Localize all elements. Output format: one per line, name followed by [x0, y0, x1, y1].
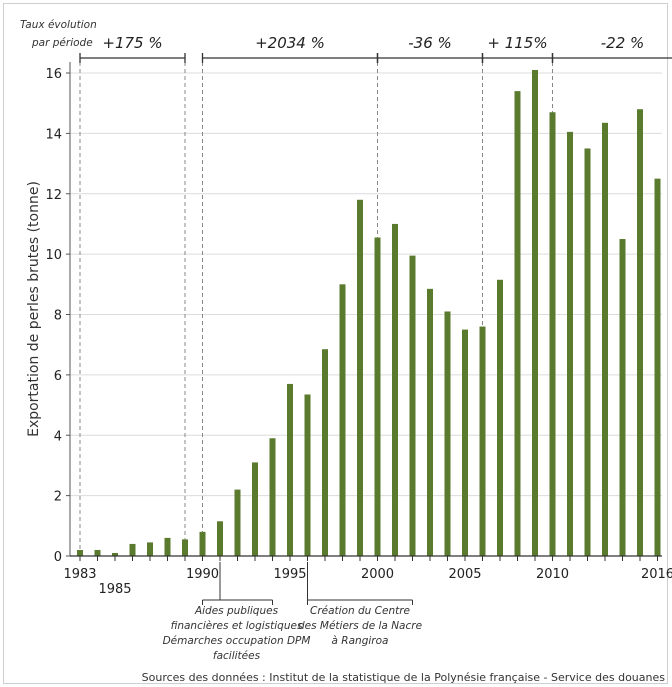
- bar: [182, 539, 188, 556]
- bar: [199, 531, 206, 556]
- bar: [147, 542, 153, 556]
- source-note: Sources des données : Institut de la sta…: [142, 671, 666, 684]
- bar: [532, 69, 538, 556]
- x-tick-label: 2000: [361, 567, 394, 582]
- bar: [427, 288, 433, 556]
- x-tick-labels: 198319851990199520002005201020162018: [63, 556, 672, 597]
- bar: [479, 326, 486, 556]
- x-tick-label: 1985: [98, 582, 131, 597]
- bar: [444, 311, 451, 556]
- annotation-text: des Métiers de la Nacre: [298, 620, 422, 632]
- annotations: Aides publiques financières et logistique…: [163, 562, 422, 662]
- y-tick-label: 6: [54, 369, 62, 384]
- bar: [164, 537, 171, 556]
- period-rate-label: -36 %: [408, 34, 452, 52]
- bar: [374, 237, 381, 556]
- bar: [654, 178, 661, 556]
- x-tick-label: 2010: [536, 567, 569, 582]
- bar: [619, 239, 626, 556]
- x-tick-label: 1995: [273, 567, 306, 582]
- y-tick-label: 0: [54, 550, 62, 565]
- bar: [217, 521, 223, 556]
- annotation-text: financières et logistiques: [171, 620, 303, 632]
- bar: [234, 489, 241, 556]
- period-rate-label: -22 %: [601, 34, 645, 52]
- bar: [339, 284, 346, 556]
- annotation-text: Création du Centre: [310, 605, 410, 617]
- annotation-text: Démarches occupation DPM: [163, 635, 311, 647]
- bar: [77, 549, 83, 556]
- x-tick-label: 1983: [63, 567, 96, 582]
- bar: [252, 462, 258, 556]
- y-tick-label: 2: [54, 490, 62, 505]
- axes: [69, 62, 662, 557]
- bar: [322, 349, 328, 556]
- bar: [462, 329, 468, 556]
- x-tick-label: 2005: [448, 567, 481, 582]
- y-axis-label: Exportation de perles brutes (tonne): [26, 181, 42, 437]
- y-tick-label: 14: [45, 127, 62, 142]
- bar: [94, 549, 101, 556]
- period-rate-label: +175 %: [102, 34, 162, 52]
- period-header: Taux évolution par période +175 % +2034 % -3…: [20, 19, 672, 63]
- bar: [637, 109, 643, 556]
- bar: [392, 223, 398, 556]
- bars: [77, 69, 661, 557]
- annotation-text: facilitées: [213, 650, 261, 662]
- bar: [602, 122, 608, 556]
- bar: [549, 112, 556, 557]
- bar: [514, 91, 521, 557]
- bar: [409, 255, 416, 556]
- bar: [129, 543, 136, 556]
- y-tick-label: 8: [54, 309, 62, 324]
- x-tick-label: 1990: [186, 567, 219, 582]
- y-tick-label: 12: [45, 188, 62, 203]
- period-rate-label: +2034 %: [255, 34, 325, 52]
- y-tick-label: 16: [45, 67, 62, 82]
- period-header-line: par période: [31, 37, 93, 49]
- period-rate-label: + 115%: [487, 34, 547, 52]
- bar: [269, 438, 276, 556]
- bar: [567, 131, 573, 556]
- annotation-text: à Rangiroa: [332, 635, 389, 647]
- annotation-text: Aides publiques: [194, 605, 279, 617]
- bar: [287, 383, 293, 556]
- y-tick-label: 10: [45, 248, 62, 263]
- x-tick-label: 2016: [641, 567, 672, 582]
- gridlines: [70, 72, 662, 497]
- period-header-line: Taux évolution: [20, 19, 97, 31]
- bar: [112, 552, 118, 556]
- bar: [304, 394, 311, 556]
- y-tick-label: 4: [54, 429, 62, 444]
- bar: [584, 148, 591, 556]
- bar: [357, 199, 363, 556]
- y-tick-labels: 0 2 4 6 8 10 12 14 16: [45, 67, 70, 565]
- bar: [497, 279, 503, 556]
